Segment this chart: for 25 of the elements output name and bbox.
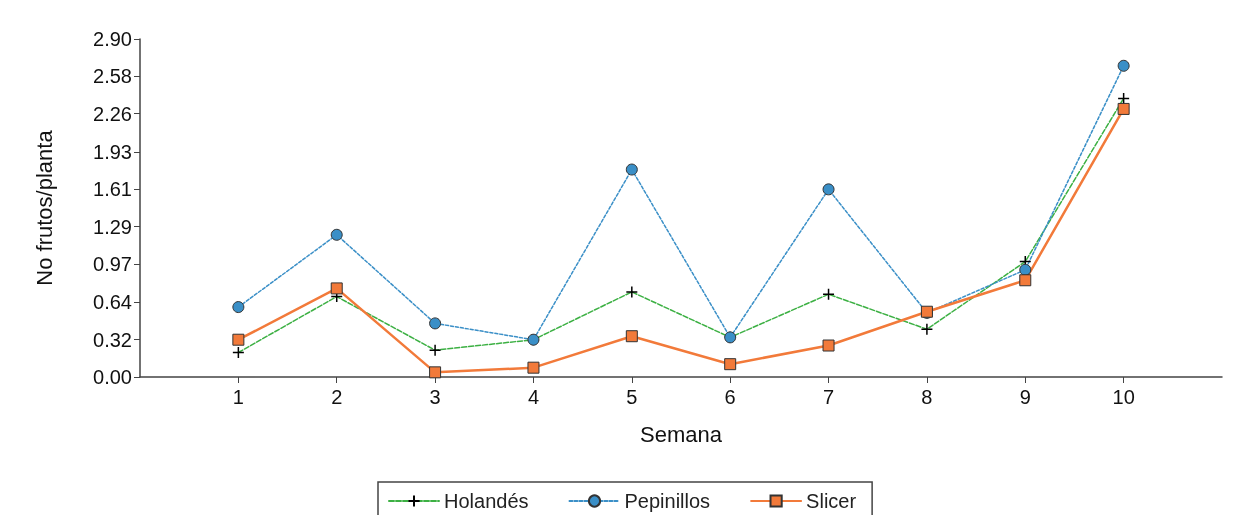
x-tick-label: 7 <box>822 386 835 408</box>
y-tick-label: 1.93 <box>93 141 132 164</box>
y-axis-title: No frutos/planta <box>31 129 57 286</box>
y-tick-label: 1.29 <box>93 215 132 238</box>
x-tick-label: 10 <box>1112 386 1135 408</box>
y-tick-label: 0.97 <box>93 252 132 275</box>
y-tick-label: 0.32 <box>93 328 132 351</box>
y-tick-label: 2.58 <box>93 65 132 88</box>
x-tick-label: 4 <box>527 386 540 408</box>
y-tick-label: 1.61 <box>93 178 132 201</box>
x-tick-label: 8 <box>921 386 933 408</box>
x-tick-label: 3 <box>429 386 441 408</box>
x-axis-title: Semana <box>640 421 723 447</box>
y-tick-label: 2.26 <box>93 102 132 125</box>
legend-label: Slicer <box>806 490 857 512</box>
x-tick-label: 2 <box>331 386 343 408</box>
x-tick-label: 1 <box>232 386 244 408</box>
y-tick-label: 0.64 <box>93 291 132 314</box>
legend-label: Holandés <box>444 490 529 512</box>
y-tick-label: 0.00 <box>93 366 132 388</box>
legend-label: Pepinillos <box>624 490 711 512</box>
y-tick-label: 2.90 <box>93 28 132 50</box>
x-tick-label: 9 <box>1019 386 1031 408</box>
x-tick-label: 5 <box>626 386 638 408</box>
x-tick-label: 6 <box>724 386 736 408</box>
